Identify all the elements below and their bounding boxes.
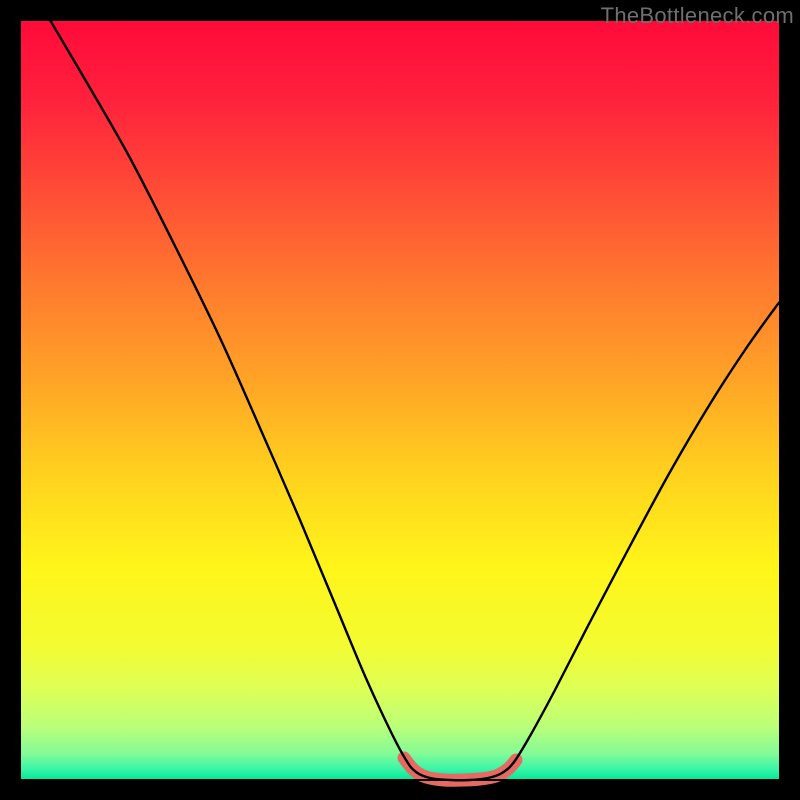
bottleneck-curve-chart [0, 0, 800, 800]
watermark-text: TheBottleneck.com [0, 0, 800, 29]
gradient-background [20, 20, 780, 780]
